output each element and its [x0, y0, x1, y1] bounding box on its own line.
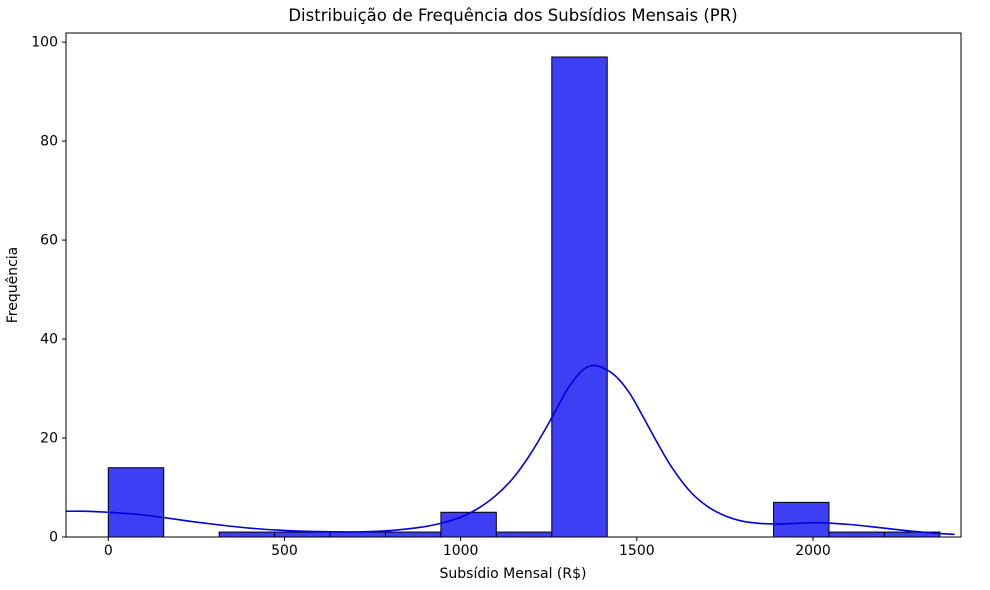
histogram-bar	[329, 531, 386, 537]
histogram-bar	[440, 511, 497, 537]
chart-title: Distribuição de Frequência dos Subsídios…	[288, 6, 737, 25]
x-tick-label: 1000	[443, 543, 479, 559]
histogram-bar	[773, 501, 830, 537]
y-tick-label: 40	[40, 332, 58, 348]
histogram-bars-group	[107, 56, 941, 537]
y-tick-label: 60	[40, 233, 58, 249]
x-axis-label: Subsídio Mensal (R$)	[440, 566, 587, 582]
axes-frame	[65, 32, 962, 538]
x-tick-label: 1500	[619, 543, 655, 559]
y-tick-label: 20	[40, 431, 58, 447]
x-tick-label: 2000	[795, 543, 831, 559]
histogram-bar	[495, 531, 553, 537]
histogram-bar	[107, 467, 165, 537]
y-tick-label: 100	[31, 35, 58, 51]
histogram-bar	[274, 531, 331, 537]
histogram-bar	[218, 531, 276, 537]
y-tick-label: 80	[40, 134, 58, 150]
y-tick-label: 0	[49, 530, 58, 546]
histogram-bar	[828, 531, 885, 537]
histogram-bar	[551, 56, 608, 537]
y-axis-label: Frequência	[5, 247, 21, 324]
axes-group: 0 500 1000 1500 2000 0 20 40 60 80 100	[31, 35, 831, 559]
kde-curve	[66, 364, 955, 536]
x-tick-label: 500	[271, 543, 298, 559]
x-tick-label: 0	[104, 543, 113, 559]
histogram-bar	[384, 531, 442, 537]
kde-curve-group	[66, 364, 955, 536]
